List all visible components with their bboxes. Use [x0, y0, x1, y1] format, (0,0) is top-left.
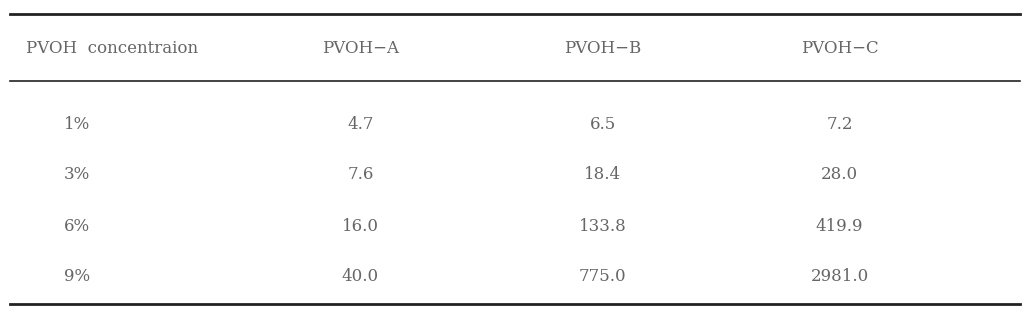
Text: PVOH−C: PVOH−C [800, 40, 879, 57]
Text: 2981.0: 2981.0 [811, 268, 868, 285]
Text: PVOH−B: PVOH−B [564, 40, 641, 57]
Text: 419.9: 419.9 [816, 218, 863, 235]
Text: 7.2: 7.2 [826, 116, 853, 133]
Text: 28.0: 28.0 [821, 166, 858, 183]
Text: 7.6: 7.6 [347, 166, 374, 183]
Text: 16.0: 16.0 [342, 218, 379, 235]
Text: 9%: 9% [64, 268, 91, 285]
Text: 18.4: 18.4 [584, 166, 621, 183]
Text: 6.5: 6.5 [589, 116, 616, 133]
Text: 4.7: 4.7 [347, 116, 374, 133]
Text: 1%: 1% [64, 116, 91, 133]
Text: 6%: 6% [64, 218, 91, 235]
Text: PVOH−A: PVOH−A [322, 40, 399, 57]
Text: 775.0: 775.0 [579, 268, 626, 285]
Text: PVOH  concentraion: PVOH concentraion [26, 40, 198, 57]
Text: 3%: 3% [64, 166, 91, 183]
Text: 40.0: 40.0 [342, 268, 379, 285]
Text: 133.8: 133.8 [579, 218, 626, 235]
